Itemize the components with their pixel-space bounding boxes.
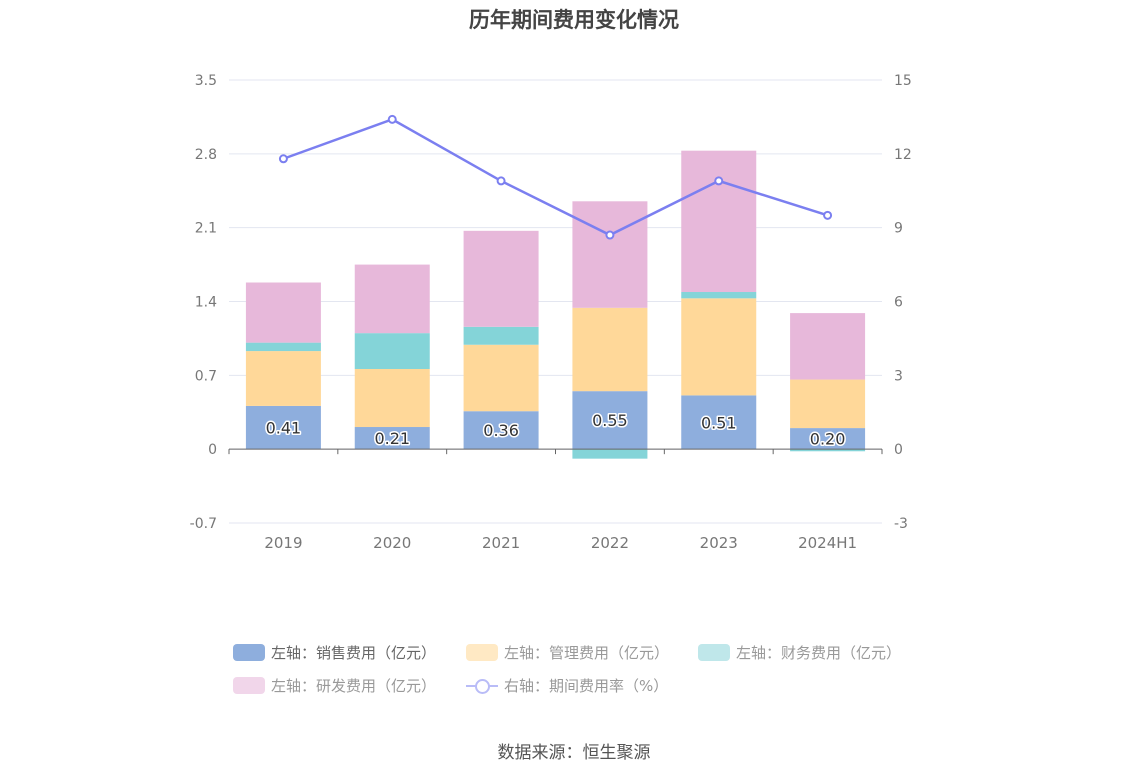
x-axis-tick-label: 2023	[700, 534, 738, 552]
right-axis-tick-label: 0	[894, 442, 903, 458]
bar-segment	[463, 344, 539, 412]
legend-swatch	[233, 644, 265, 661]
legend-swatch	[698, 644, 730, 661]
bar-segment	[790, 313, 866, 380]
legend-label: 左轴：销售费用（亿元）	[271, 644, 437, 662]
bar-segment	[354, 333, 430, 370]
bar-segment	[245, 342, 321, 352]
rate-point	[278, 154, 288, 164]
left-axis-tick-label: 2.1	[195, 221, 217, 237]
right-axis-tick-label: 12	[894, 147, 912, 163]
legend-item[interactable]: 左轴：财务费用（亿元）	[698, 642, 901, 663]
data-label: 0.36	[483, 421, 519, 440]
rate-point	[496, 176, 506, 186]
bar-segment	[790, 379, 866, 429]
rate-point	[387, 114, 397, 124]
legend-dot	[475, 679, 490, 694]
left-axis-tick-label: 1.4	[195, 295, 217, 311]
right-axis-tick-label: 9	[894, 221, 903, 237]
left-axis-tick-label: 3.5	[195, 73, 217, 89]
bar-segment	[245, 282, 321, 343]
x-axis-tick-label: 2021	[482, 534, 520, 552]
bar-segment	[354, 369, 430, 428]
rate-point	[823, 210, 833, 220]
bar-segment	[245, 405, 321, 450]
data-label: 0.21	[374, 429, 410, 448]
right-axis-tick-label: 6	[894, 295, 903, 311]
data-label: 0.41	[266, 419, 302, 438]
legend-item[interactable]: 左轴：研发费用（亿元）	[233, 675, 436, 696]
legend-item[interactable]: 左轴：管理费用（亿元）	[466, 642, 669, 663]
data-label: 0.20	[810, 430, 846, 449]
right-axis-tick-label: 3	[894, 368, 903, 384]
bar-segment	[463, 411, 539, 450]
rate-line	[282, 118, 828, 237]
legend-label: 左轴：研发费用（亿元）	[271, 677, 437, 695]
x-axis-tick-label: 2020	[373, 534, 411, 552]
legend-swatch	[466, 644, 498, 661]
bar-segment	[354, 264, 430, 334]
right-axis-tick-label: 15	[894, 73, 912, 89]
legend-label: 左轴：财务费用（亿元）	[736, 644, 902, 662]
bar-segment	[681, 298, 757, 396]
data-source: 数据来源：恒生聚源	[497, 743, 651, 763]
bar-segment	[463, 230, 539, 327]
bar-segment	[245, 351, 321, 406]
bar-segment	[354, 427, 430, 450]
legend-line-swatch	[466, 677, 498, 694]
bar-segment	[681, 150, 757, 293]
data-label: 0.51	[701, 413, 737, 432]
bar-segment	[572, 201, 648, 308]
legend-item[interactable]: 左轴：销售费用（亿元）	[233, 642, 436, 663]
rate-point	[714, 176, 724, 186]
bar-segment	[463, 326, 539, 345]
right-axis-tick-label: -3	[894, 516, 908, 532]
bar-segment	[681, 395, 757, 450]
left-axis-tick-label: -0.7	[190, 516, 217, 532]
chart-title: 历年期间费用变化情况	[469, 8, 679, 32]
legend-label: 左轴：管理费用（亿元）	[504, 644, 670, 662]
left-axis-tick-label: 2.8	[195, 147, 217, 163]
x-axis-tick-label: 2022	[591, 534, 629, 552]
bar-segment	[572, 391, 648, 450]
bar-segment	[572, 449, 648, 459]
bar-segment	[790, 449, 866, 452]
data-label: 0.55	[592, 411, 628, 430]
rate-point	[605, 230, 615, 240]
legend-label: 右轴：期间费用率（%）	[504, 677, 669, 695]
bar-segment	[681, 292, 757, 299]
x-axis-tick-label: 2019	[264, 534, 302, 552]
x-axis-tick-label: 2024H1	[798, 534, 857, 552]
legend-swatch	[233, 677, 265, 694]
left-axis-tick-label: 0	[208, 442, 217, 458]
bar-segment	[572, 307, 648, 392]
legend-item[interactable]: 右轴：期间费用率（%）	[466, 675, 668, 696]
left-axis-tick-label: 0.7	[195, 368, 217, 384]
bar-segment	[790, 428, 866, 450]
